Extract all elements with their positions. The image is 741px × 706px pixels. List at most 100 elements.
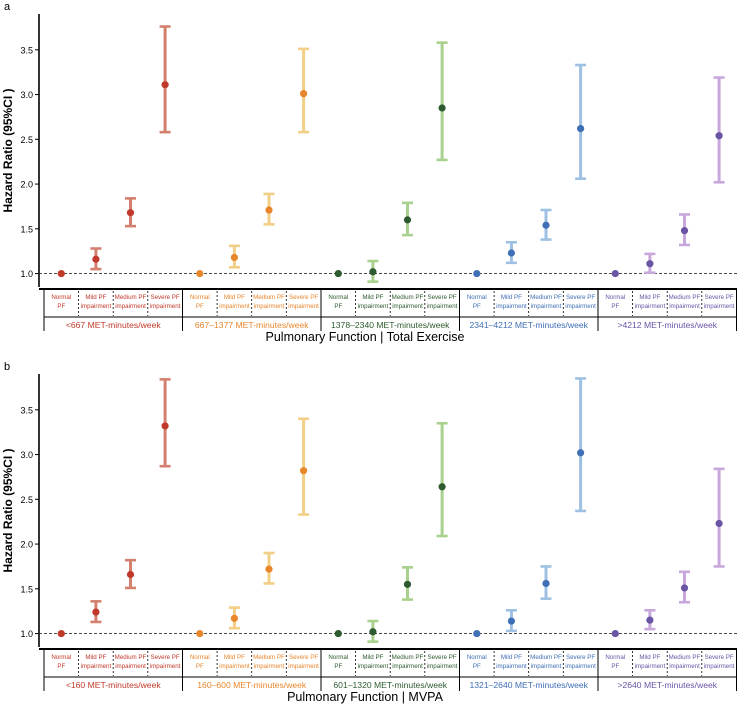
sub-category-label: Normal [605, 654, 625, 661]
sub-category-label: impairment [531, 663, 562, 670]
data-point [715, 519, 723, 528]
sub-category-label: Mild PF [362, 654, 383, 661]
sub-category-label: Severe PF [150, 654, 179, 661]
sub-category-label: impairment [115, 663, 146, 670]
sub-category-label: Normal [51, 654, 71, 661]
group-label: >4212 MET-minutes/week [617, 320, 717, 330]
sub-category-label: impairment [704, 663, 735, 670]
sub-category-label: Medium PF [530, 294, 562, 301]
data-point [126, 570, 135, 579]
y-tick-label: 1.5 [20, 224, 33, 234]
panel-letter: a [4, 1, 11, 13]
sub-category-label: impairment [81, 303, 112, 310]
error-bar [436, 421, 448, 538]
data-point [161, 422, 169, 430]
data-point [473, 269, 481, 278]
sub-category-label: impairment [219, 303, 250, 310]
sub-category-label: impairment [115, 303, 146, 310]
sub-category-label: Severe PF [427, 294, 456, 301]
sub-category-label: Severe PF [704, 294, 733, 301]
data-point [680, 227, 689, 235]
sub-category-label: PF [334, 663, 342, 670]
data-point [646, 260, 654, 268]
sub-category-label: Severe PF [566, 294, 595, 301]
data-point [577, 449, 585, 457]
sub-category-label: Medium PF [530, 654, 562, 661]
sub-category-label: PF [196, 303, 204, 310]
sub-category-label: Severe PF [150, 294, 179, 301]
sub-category-label: Severe PF [427, 654, 456, 661]
sub-category-label: impairment [427, 663, 458, 670]
sub-category-label: Normal [190, 654, 210, 661]
group-label: 160–600 MET-minutes/week [197, 680, 307, 690]
x-axis-title: Pulmonary Function | Total Exercise [266, 330, 465, 344]
data-point [542, 579, 550, 588]
error-bar [713, 467, 725, 568]
data-point [265, 565, 273, 573]
y-tick-label: 2.0 [20, 180, 33, 190]
sub-category-label: Normal [328, 294, 348, 301]
sub-category-label: impairment [496, 303, 527, 310]
data-point [680, 584, 689, 592]
sub-category-label: Normal [605, 294, 625, 301]
sub-category-label: impairment [531, 303, 562, 310]
sub-category-label: Mild PF [501, 654, 522, 661]
group-label: <160 MET-minutes/week [66, 680, 162, 690]
sub-category-label: Medium PF [115, 654, 147, 661]
panel-letter: b [4, 361, 10, 373]
sub-category-label: impairment [427, 303, 458, 310]
sub-category-label: impairment [565, 303, 596, 310]
sub-category-label: impairment [392, 663, 423, 670]
data-point [92, 608, 100, 616]
sub-category-label: Medium PF [253, 294, 285, 301]
data-point [715, 132, 723, 140]
sub-category-label: Medium PF [669, 294, 701, 301]
y-tick-label: 3.0 [20, 90, 33, 100]
data-point [542, 221, 550, 229]
sub-category-label: Severe PF [566, 654, 595, 661]
error-bar [713, 76, 725, 184]
sub-category-label: impairment [81, 663, 112, 670]
y-tick-label: 1.5 [20, 584, 33, 594]
sub-category-label: impairment [358, 663, 389, 670]
sub-category-label: Normal [467, 294, 487, 301]
sub-category-label: Mild PF [639, 654, 660, 661]
sub-category-label: impairment [254, 663, 285, 670]
data-point [161, 81, 169, 89]
error-bar [575, 63, 587, 180]
sub-category-label: PF [57, 663, 65, 670]
error-bar [298, 417, 310, 516]
data-point [126, 209, 135, 217]
sub-category-label: impairment [669, 663, 700, 670]
data-point [611, 629, 619, 638]
y-axis-title: Hazard Ratio (95%CI ) [1, 448, 15, 572]
sub-category-label: Medium PF [115, 294, 147, 301]
sub-category-label: impairment [150, 303, 181, 310]
sub-category-label: PF [196, 663, 204, 670]
data-point [403, 580, 412, 588]
sub-category-label: PF [611, 663, 619, 670]
sub-category-label: Normal [467, 654, 487, 661]
data-point [57, 269, 65, 278]
sub-category-label: Mild PF [85, 654, 106, 661]
data-point [57, 629, 65, 638]
sub-category-label: Medium PF [253, 654, 285, 661]
data-point [646, 616, 654, 624]
sub-category-label: PF [473, 303, 481, 310]
sub-category-label: Severe PF [289, 294, 318, 301]
data-point [265, 206, 273, 214]
y-tick-label: 2.0 [20, 540, 33, 550]
data-point [369, 628, 377, 636]
sub-category-label: PF [473, 663, 481, 670]
error-bar [575, 377, 587, 513]
sub-category-label: impairment [704, 303, 735, 310]
y-tick-label: 1.0 [20, 629, 33, 639]
y-tick-label: 3.5 [20, 45, 33, 55]
data-point [473, 629, 481, 638]
sub-category-label: Mild PF [224, 294, 245, 301]
y-tick-label: 3.0 [20, 450, 33, 460]
sub-category-label: Mild PF [501, 294, 522, 301]
sub-category-label: Severe PF [289, 654, 318, 661]
sub-category-label: Normal [328, 654, 348, 661]
sub-category-label: impairment [635, 303, 666, 310]
